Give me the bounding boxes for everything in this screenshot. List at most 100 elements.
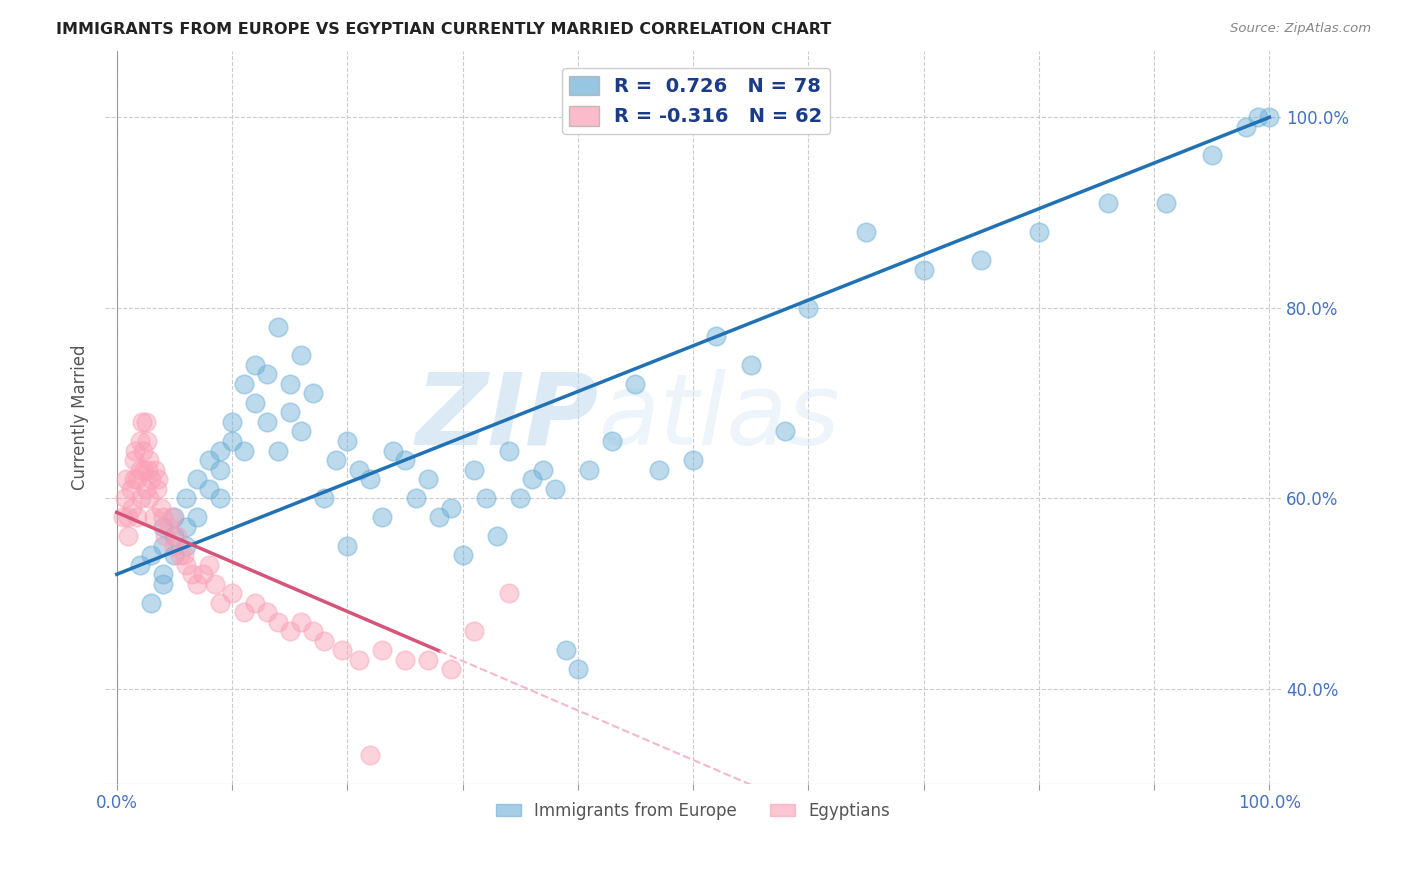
Point xyxy=(463,462,485,476)
Legend: Immigrants from Europe, Egyptians: Immigrants from Europe, Egyptians xyxy=(489,796,897,827)
Point xyxy=(440,663,463,677)
Point xyxy=(578,462,600,476)
Point xyxy=(243,358,266,372)
Point xyxy=(290,425,312,439)
Point xyxy=(359,472,381,486)
Text: Source: ZipAtlas.com: Source: ZipAtlas.com xyxy=(1230,22,1371,36)
Point xyxy=(267,319,290,334)
Point xyxy=(193,567,215,582)
Point xyxy=(148,472,170,486)
Point xyxy=(1201,148,1223,162)
Point xyxy=(152,576,174,591)
Point xyxy=(152,519,174,533)
Point xyxy=(474,491,496,505)
Point xyxy=(114,491,136,505)
Point xyxy=(124,443,146,458)
Point xyxy=(394,653,416,667)
Point xyxy=(912,262,935,277)
Point xyxy=(157,519,180,533)
Point xyxy=(624,376,647,391)
Point xyxy=(775,425,797,439)
Point xyxy=(416,472,439,486)
Point xyxy=(174,519,197,533)
Text: IMMIGRANTS FROM EUROPE VS EGYPTIAN CURRENTLY MARRIED CORRELATION CHART: IMMIGRANTS FROM EUROPE VS EGYPTIAN CURRE… xyxy=(56,22,831,37)
Point xyxy=(1028,225,1050,239)
Point xyxy=(160,510,183,524)
Point xyxy=(198,453,221,467)
Point xyxy=(132,443,155,458)
Point xyxy=(256,368,278,382)
Point xyxy=(336,539,359,553)
Point xyxy=(221,586,243,600)
Point xyxy=(486,529,509,543)
Point xyxy=(394,453,416,467)
Point xyxy=(330,643,353,657)
Point xyxy=(647,462,669,476)
Point xyxy=(1258,111,1281,125)
Point xyxy=(232,443,254,458)
Point xyxy=(451,548,474,562)
Point xyxy=(325,453,347,467)
Point xyxy=(290,348,312,362)
Point xyxy=(243,596,266,610)
Point xyxy=(301,386,323,401)
Point xyxy=(186,576,208,591)
Point xyxy=(136,462,159,476)
Point xyxy=(1097,196,1119,211)
Point xyxy=(141,472,163,486)
Point xyxy=(797,301,820,315)
Y-axis label: Currently Married: Currently Married xyxy=(72,344,89,490)
Point xyxy=(970,253,993,268)
Point xyxy=(129,491,152,505)
Point xyxy=(278,376,301,391)
Point xyxy=(121,500,143,515)
Point xyxy=(221,434,243,448)
Text: ZIP: ZIP xyxy=(416,368,599,466)
Point xyxy=(209,491,232,505)
Point xyxy=(186,472,208,486)
Point xyxy=(347,653,370,667)
Point xyxy=(135,482,157,496)
Point xyxy=(544,482,567,496)
Point xyxy=(209,596,232,610)
Point xyxy=(169,548,191,562)
Point xyxy=(204,576,226,591)
Point xyxy=(152,567,174,582)
Point xyxy=(115,472,138,486)
Point xyxy=(135,415,157,429)
Point xyxy=(120,482,142,496)
Point xyxy=(416,653,439,667)
Point xyxy=(198,558,221,572)
Point xyxy=(111,510,134,524)
Point xyxy=(314,491,336,505)
Point xyxy=(347,462,370,476)
Point xyxy=(359,748,381,763)
Point xyxy=(141,548,163,562)
Point xyxy=(267,443,290,458)
Point xyxy=(128,462,150,476)
Point xyxy=(149,500,172,515)
Point xyxy=(498,586,520,600)
Point xyxy=(704,329,727,343)
Point xyxy=(128,558,150,572)
Point xyxy=(152,539,174,553)
Point xyxy=(498,443,520,458)
Point xyxy=(405,491,427,505)
Point xyxy=(152,510,174,524)
Point xyxy=(173,548,195,562)
Point xyxy=(209,462,232,476)
Point xyxy=(602,434,624,448)
Point xyxy=(440,500,463,515)
Point xyxy=(153,529,176,543)
Point xyxy=(117,510,139,524)
Point xyxy=(1154,196,1177,211)
Point xyxy=(174,539,197,553)
Point xyxy=(186,510,208,524)
Point xyxy=(555,643,578,657)
Point xyxy=(138,453,160,467)
Point xyxy=(134,462,156,476)
Point xyxy=(163,529,186,543)
Point xyxy=(146,482,169,496)
Point xyxy=(122,472,145,486)
Point xyxy=(117,529,139,543)
